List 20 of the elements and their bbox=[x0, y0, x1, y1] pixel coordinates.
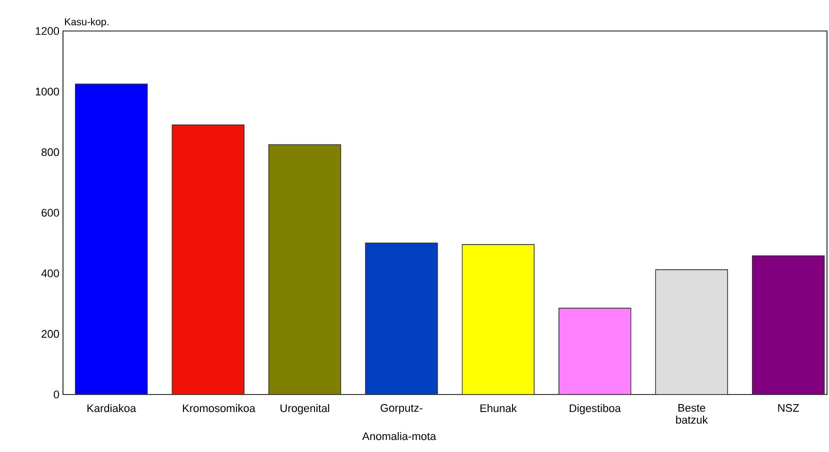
bar bbox=[462, 244, 535, 394]
y-tick-label: 600 bbox=[42, 208, 60, 217]
x-tick-label: Kardiakoa bbox=[88, 404, 136, 412]
x-tick-label: Kromosomikoa bbox=[182, 404, 256, 412]
x-tick-label: Digestiboa bbox=[570, 404, 621, 414]
x-tick-label: Ehunak bbox=[480, 404, 517, 412]
x-tick-label: Gorputz- bbox=[380, 404, 422, 414]
bar bbox=[172, 124, 244, 394]
y-axis-title: Kasu-kop. bbox=[65, 18, 108, 28]
y-tick-label: 1200 bbox=[36, 27, 60, 35]
bar bbox=[752, 255, 825, 394]
x-tick-label: Urogenital bbox=[280, 404, 330, 414]
y-tick-label: 800 bbox=[42, 148, 60, 156]
y-tick-label: 200 bbox=[42, 330, 60, 338]
x-tick-label: NSZ bbox=[778, 404, 799, 412]
x-tick-label: Beste batzuk bbox=[676, 404, 708, 424]
x-axis-title: Anomalia-mota bbox=[362, 432, 436, 440]
y-tick-label: 1000 bbox=[36, 88, 60, 96]
y-tick-label: 400 bbox=[41, 269, 60, 278]
y-tick-label: 0 bbox=[54, 390, 60, 398]
